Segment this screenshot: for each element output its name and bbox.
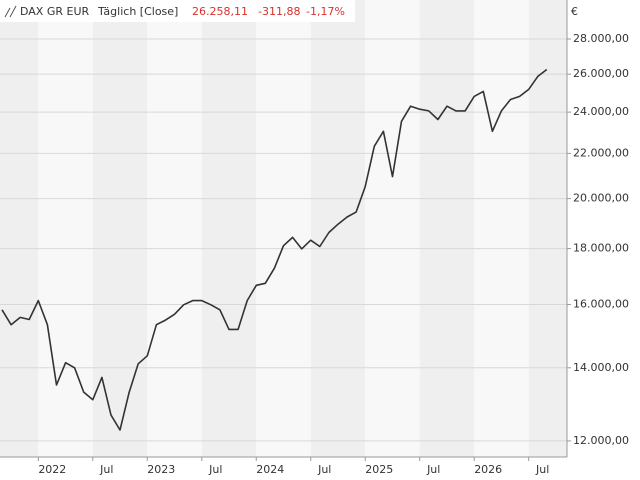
y-tick-label: 26.000,00: [573, 67, 629, 80]
price-line: [1, 68, 548, 431]
band: [38, 0, 93, 457]
x-tick-label: Jul: [208, 463, 222, 476]
band: [92, 0, 148, 457]
header-box: [0, 0, 355, 22]
chart-icon: [4, 5, 17, 18]
x-tick-label: 2025: [365, 463, 393, 476]
y-tick-label: 20.000,00: [573, 192, 629, 205]
x-tick-label: 2026: [474, 463, 502, 476]
y-tick-label: 22.000,00: [573, 146, 629, 159]
band: [474, 0, 529, 457]
x-tick-label: Jul: [317, 463, 331, 476]
band: [528, 0, 567, 457]
change-pct: -1,17%: [306, 5, 345, 18]
x-tick-label: 2022: [38, 463, 66, 476]
background: [0, 0, 567, 457]
y-tick-label: 16.000,00: [573, 297, 629, 310]
interval: Täglich [Close]: [97, 5, 178, 18]
y-tick-label: 14.000,00: [573, 361, 629, 374]
x-tick-label: Jul: [535, 463, 549, 476]
band: [201, 0, 257, 457]
change: -311,88: [258, 5, 300, 18]
band: [147, 0, 202, 457]
band: [365, 0, 420, 457]
plot: 12.000,00 14.000,00 16.000,00 18.000,00 20.0…: [0, 0, 629, 476]
last-price: 26.258,11: [192, 5, 248, 18]
x-tick-label: Jul: [426, 463, 440, 476]
currency: €: [571, 5, 578, 18]
band: [419, 0, 475, 457]
series-name: DAX GR EUR: [20, 5, 89, 18]
band: [310, 0, 366, 457]
y-tick-label: 12.000,00: [573, 434, 629, 447]
y-tick-label: 18.000,00: [573, 242, 629, 255]
band: [256, 0, 311, 457]
x-tick-label: 2024: [256, 463, 284, 476]
x-tick-label: Jul: [99, 463, 113, 476]
y-tick-label: 24.000,00: [573, 105, 629, 118]
y-tick-label: 28.000,00: [573, 32, 629, 45]
x-tick-label: 2023: [147, 463, 175, 476]
band: [0, 0, 39, 457]
